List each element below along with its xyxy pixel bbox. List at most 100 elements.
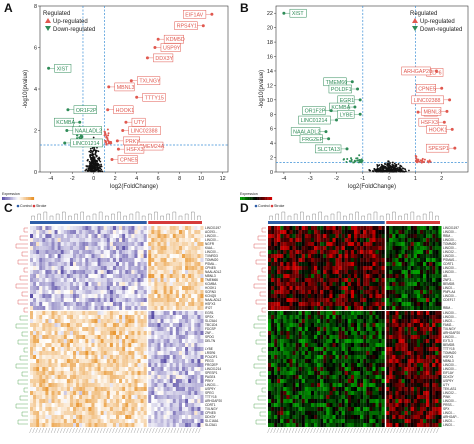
heatmap-cell [363, 290, 367, 295]
heatmap-cell [166, 278, 170, 283]
heatmap-cell [194, 302, 198, 307]
dendrogram-branch [257, 315, 266, 321]
heatmap-cell [280, 246, 284, 251]
heatmap-cell [42, 371, 46, 376]
heatmap-cell [191, 282, 195, 287]
heatmap-cell [413, 266, 417, 271]
heatmap-cell [314, 278, 318, 283]
heatmap-cell [389, 270, 393, 275]
dendrogram-branch [23, 307, 28, 313]
heatmap-cell [79, 343, 83, 348]
heatmap-cell [91, 379, 95, 384]
heatmap-cell [57, 302, 61, 307]
heatmap-cell [169, 387, 173, 392]
heatmap-cell [404, 270, 408, 275]
heatmap-cell [33, 423, 37, 428]
heatmap-cell [57, 395, 61, 400]
heatmap-cell [194, 258, 198, 263]
heatmap-cell [169, 335, 173, 340]
heatmap-cell [134, 274, 138, 279]
heatmap-cell [178, 266, 183, 271]
gene-label-box [124, 144, 145, 154]
heatmap-cell [85, 238, 89, 243]
heatmap-cell [360, 266, 364, 271]
heatmap-cell [122, 242, 126, 247]
dendrogram-branch [15, 243, 28, 249]
heatmap-cell [119, 250, 123, 255]
heatmap-cell [82, 343, 86, 348]
heatmap-cell [79, 274, 83, 279]
heatmap-cell [116, 419, 120, 424]
heatmap-cell [341, 242, 345, 247]
heatmap-cell [172, 278, 176, 283]
data-point-up [429, 160, 432, 163]
heatmap-cell [33, 367, 37, 372]
heatmap-cell [112, 266, 117, 271]
heatmap-cell [73, 226, 77, 231]
dendrogram-branch [23, 347, 28, 353]
heatmap-cell [103, 315, 107, 320]
heatmap-cell [33, 226, 37, 231]
heatmap-cell [100, 306, 104, 311]
heatmap-cell [277, 234, 281, 239]
heatmap-cell [131, 319, 135, 324]
row-label: IFI27 [205, 306, 212, 310]
heatmap-cell [100, 347, 104, 352]
heatmap-cell [51, 367, 55, 372]
heatmap-cell [51, 343, 55, 348]
heatmap-cell [320, 230, 324, 235]
data-point-up [104, 131, 107, 134]
up-triangle-icon [45, 18, 51, 23]
heatmap-cell [76, 294, 80, 299]
y-tick-label: 6 [270, 127, 273, 133]
heatmap-cell [30, 278, 34, 283]
heatmap-cell [169, 371, 173, 376]
heatmap-cell [85, 403, 89, 408]
heatmap-cell [432, 238, 436, 243]
heatmap-cell [125, 254, 129, 259]
heatmap-cell [194, 306, 198, 311]
heatmap-cell [63, 343, 67, 348]
dendrogram-branch [23, 227, 28, 233]
data-point-ns [384, 166, 387, 169]
heatmap-cell [148, 419, 152, 424]
heatmap-cell [350, 282, 355, 287]
heatmap-cell [54, 355, 58, 360]
heatmap-cell [157, 335, 161, 340]
heatmap-cell [395, 266, 399, 271]
dendrogram-branch [261, 267, 266, 273]
heatmap-cell [350, 226, 355, 231]
heatmap-cell [311, 270, 315, 275]
heatmap-cell [423, 226, 427, 231]
heatmap-cell [420, 254, 424, 259]
heatmap-cell [140, 347, 144, 352]
column-label-mark [100, 427, 103, 434]
heatmap-cell [188, 278, 192, 283]
x-axis-label: log2(FoldChange) [110, 184, 158, 190]
heatmap-cell [329, 290, 333, 295]
heatmap-cell [395, 230, 399, 235]
heatmap-cell [197, 375, 201, 380]
heatmap-cell [82, 403, 86, 408]
heatmap-cell [160, 319, 164, 324]
heatmap-cell [178, 278, 183, 283]
heatmap-cell [420, 258, 424, 263]
data-point-down [360, 161, 363, 164]
heatmap-cell [119, 359, 123, 364]
heatmap-cell [128, 234, 132, 239]
heatmap-cell [182, 403, 186, 408]
heatmap-cell [341, 238, 345, 243]
heatmap-cell [172, 286, 176, 291]
heatmap-cell [197, 234, 201, 239]
heatmap-cell [354, 230, 358, 235]
heatmap-cell [357, 262, 361, 267]
dendrogram-branch [62, 211, 66, 220]
heatmap-cell [112, 375, 117, 380]
heatmap-cell [128, 274, 132, 279]
heatmap-cell [134, 246, 138, 251]
heatmap-cell [39, 411, 43, 416]
heatmap-cell [304, 286, 308, 291]
heatmap-cell [163, 347, 167, 352]
heatmap-cell [30, 351, 34, 356]
